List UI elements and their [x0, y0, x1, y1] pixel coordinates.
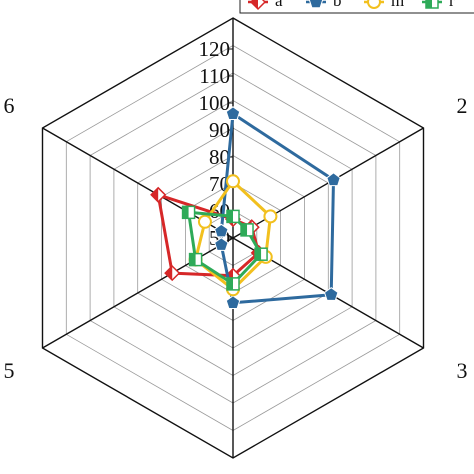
point-m-2 — [263, 209, 278, 224]
axis-label-5: 5 — [4, 358, 15, 383]
point-b-1 — [225, 106, 241, 120]
point-r-2 — [240, 223, 254, 237]
point-r-6 — [181, 205, 196, 220]
point-b-4 — [225, 295, 241, 309]
point-r-1 — [226, 209, 240, 224]
legend-item-m: m — [364, 0, 404, 10]
tick-label: 110 — [199, 64, 230, 88]
point-b-2 — [326, 172, 341, 187]
legend-label-r: r — [449, 0, 455, 10]
series-r — [181, 205, 268, 291]
series-b — [214, 106, 341, 309]
point-a-5 — [164, 265, 181, 282]
tick-label: 90 — [209, 118, 230, 142]
legend-item-a: a — [248, 0, 283, 11]
legend-label-b: b — [333, 0, 342, 10]
point-m-6 — [197, 214, 212, 229]
point-r-3 — [254, 247, 268, 261]
axis-label-2: 2 — [457, 93, 468, 118]
point-m-1 — [226, 174, 240, 189]
point-a-6 — [150, 186, 167, 203]
legend-item-r: r — [422, 0, 455, 10]
axis-label-3: 3 — [457, 358, 468, 383]
legend-marker-b — [308, 0, 324, 9]
legend-item-b: b — [306, 0, 342, 10]
axis-label-6: 6 — [4, 93, 15, 118]
tick-label: 100 — [199, 91, 231, 115]
axis-labels: 2 3 5 6 — [4, 93, 468, 383]
tick-label: 80 — [209, 145, 230, 169]
series-layer — [150, 106, 341, 309]
legend-marker-r — [425, 0, 439, 9]
point-b-6 — [214, 223, 229, 238]
legend-marker-a — [249, 0, 267, 11]
legend-label-m: m — [391, 0, 404, 10]
legend-label-a: a — [275, 0, 283, 10]
legend-marker-m — [367, 0, 381, 9]
point-r-4 — [226, 277, 240, 291]
tick-label: 120 — [199, 37, 231, 61]
point-b-5 — [214, 237, 229, 251]
legend-box — [239, 0, 474, 14]
point-b-3 — [323, 287, 339, 301]
point-r-5 — [188, 252, 203, 267]
